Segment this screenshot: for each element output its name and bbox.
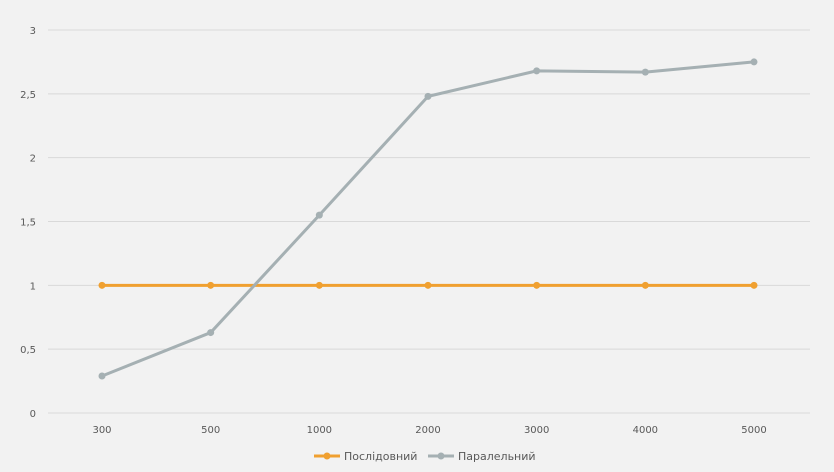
data-point: [207, 329, 215, 337]
data-point: [533, 67, 541, 75]
data-point: [98, 281, 106, 289]
y-tick-label: 0: [30, 409, 36, 420]
data-point: [533, 281, 541, 289]
y-tick-label: 2,5: [20, 90, 36, 101]
data-point: [750, 58, 758, 66]
x-axis: 300 500 1000 2000 3000 4000 5000: [92, 425, 766, 436]
legend-label: Паралельний: [458, 450, 536, 463]
x-tick-label: 5000: [741, 425, 766, 436]
data-point: [315, 281, 323, 289]
series-lines: [98, 58, 758, 380]
x-tick-label: 500: [201, 425, 220, 436]
data-point: [641, 281, 649, 289]
x-tick-label: 4000: [633, 425, 658, 436]
x-tick-label: 2000: [415, 425, 440, 436]
x-tick-label: 1000: [307, 425, 332, 436]
y-axis: 0 0,5 1 1,5 2 2,5 3: [20, 26, 36, 420]
data-point: [424, 281, 432, 289]
data-point: [315, 211, 323, 219]
y-tick-label: 1,5: [20, 218, 36, 229]
data-point: [750, 281, 758, 289]
series-line-2: [100, 60, 756, 378]
y-tick-label: 3: [30, 26, 36, 37]
y-tick-label: 1: [30, 281, 36, 292]
legend-swatch-marker: [323, 452, 331, 460]
x-tick-label: 3000: [524, 425, 549, 436]
legend: Послідовний Паралельний: [314, 450, 536, 463]
y-tick-label: 0,5: [20, 345, 36, 356]
data-point: [207, 281, 215, 289]
x-tick-label: 300: [92, 425, 111, 436]
grid: [48, 29, 810, 414]
legend-label: Послідовний: [344, 450, 417, 463]
data-point: [424, 92, 432, 100]
data-point: [98, 372, 106, 380]
data-point: [641, 68, 649, 76]
legend-swatch-marker: [437, 452, 445, 460]
y-tick-label: 2: [30, 154, 36, 165]
